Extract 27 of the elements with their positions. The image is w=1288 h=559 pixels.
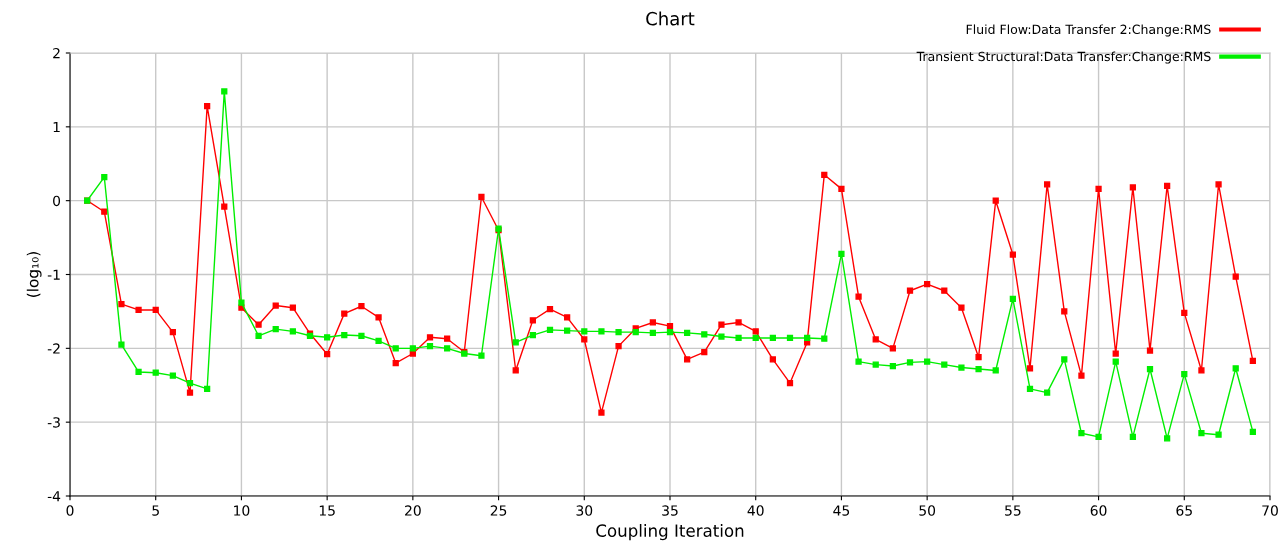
x-tick-label: 50	[919, 505, 936, 516]
x-tick-label: 20	[405, 505, 421, 516]
x-tick-label: 0	[66, 505, 74, 516]
x-tick-label: 55	[1005, 505, 1021, 516]
x-tick-label: 15	[319, 505, 335, 516]
chart-title: Chart	[646, 11, 695, 26]
x-tick-label: 30	[576, 505, 593, 516]
y-tick-label: 1	[53, 121, 60, 133]
y-tick-label: -4	[47, 491, 61, 502]
x-tick-label: 65	[1176, 505, 1192, 516]
legend-label: Fluid Flow:Data Transfer 2:Change:RMS	[966, 24, 1211, 37]
x-tick-label: 60	[1090, 505, 1107, 516]
y-tick-label: -2	[47, 343, 60, 354]
x-tick-label: 5	[152, 505, 159, 516]
legend-label: Transient Structural:Data Transfer:Change:RMS	[916, 51, 1211, 64]
y-tick-label: 0	[53, 195, 61, 207]
x-tick-label: 45	[833, 505, 850, 516]
x-tick-label: 40	[747, 505, 764, 516]
y-tick-label: -1	[47, 269, 60, 280]
y-axis-title: (log₁₀)	[26, 252, 42, 297]
x-tick-label: 35	[662, 505, 678, 516]
y-tick-label: 2	[53, 47, 60, 59]
x-tick-label: 10	[234, 505, 250, 516]
x-tick-label: 25	[490, 505, 507, 516]
x-axis-title: Coupling Iteration	[596, 524, 744, 541]
x-tick-label: 70	[1262, 505, 1278, 516]
y-tick-label: -3	[47, 417, 60, 428]
